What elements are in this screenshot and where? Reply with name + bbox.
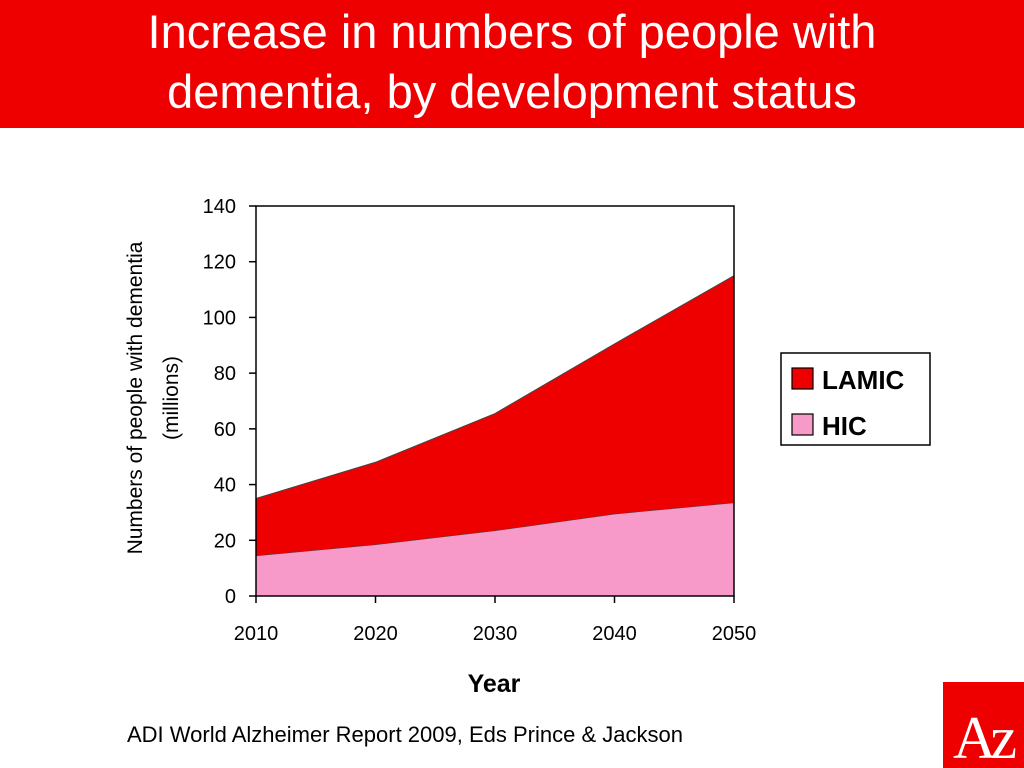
series-areas bbox=[255, 275, 735, 596]
logo-text: Az bbox=[953, 705, 1017, 768]
title-line-1: Increase in numbers of people with bbox=[147, 5, 877, 58]
area-edge-lamic bbox=[255, 275, 735, 499]
area-hic bbox=[256, 502, 734, 596]
x-tick-label: 2020 bbox=[353, 623, 398, 645]
y-tick-label: 20 bbox=[214, 530, 236, 552]
area-lamic bbox=[256, 275, 734, 556]
slide-title: Increase in numbers of people with demen… bbox=[0, 2, 1024, 122]
y-tick-label: 0 bbox=[225, 586, 236, 608]
logo: Az bbox=[943, 682, 1024, 768]
legend-label-lamic: LAMIC bbox=[822, 365, 905, 395]
y-axis-ticks: 0 20 40 60 80 100 120 140 bbox=[203, 196, 256, 608]
x-tick-label: 2050 bbox=[712, 623, 757, 645]
legend-label-hic: HIC bbox=[822, 411, 867, 441]
y-tick-label: 80 bbox=[214, 363, 236, 385]
y-tick-label: 60 bbox=[214, 419, 236, 441]
x-tick-label: 2040 bbox=[592, 623, 637, 645]
y-tick-label: 100 bbox=[203, 307, 236, 329]
x-axis-title: Year bbox=[468, 670, 521, 698]
x-tick-label: 2010 bbox=[234, 623, 279, 645]
y-axis-title-line-1: Numbers of people with dementia bbox=[124, 241, 147, 554]
x-tick-label: 2030 bbox=[473, 623, 518, 645]
y-tick-label: 40 bbox=[214, 475, 236, 497]
chart-legend: LAMIC HIC bbox=[780, 352, 931, 446]
y-axis-title-line-2: (millions) bbox=[160, 356, 183, 440]
x-axis-ticks: 2010 2020 2030 2040 2050 bbox=[234, 596, 757, 645]
title-bar: Increase in numbers of people with demen… bbox=[0, 0, 1024, 128]
legend-swatch-hic bbox=[791, 413, 814, 436]
source-citation: ADI World Alzheimer Report 2009, Eds Pri… bbox=[127, 722, 683, 747]
legend-swatch-lamic bbox=[791, 367, 814, 390]
y-tick-label: 140 bbox=[203, 196, 236, 218]
y-tick-label: 120 bbox=[203, 252, 236, 274]
title-line-2: dementia, by development status bbox=[167, 65, 857, 118]
